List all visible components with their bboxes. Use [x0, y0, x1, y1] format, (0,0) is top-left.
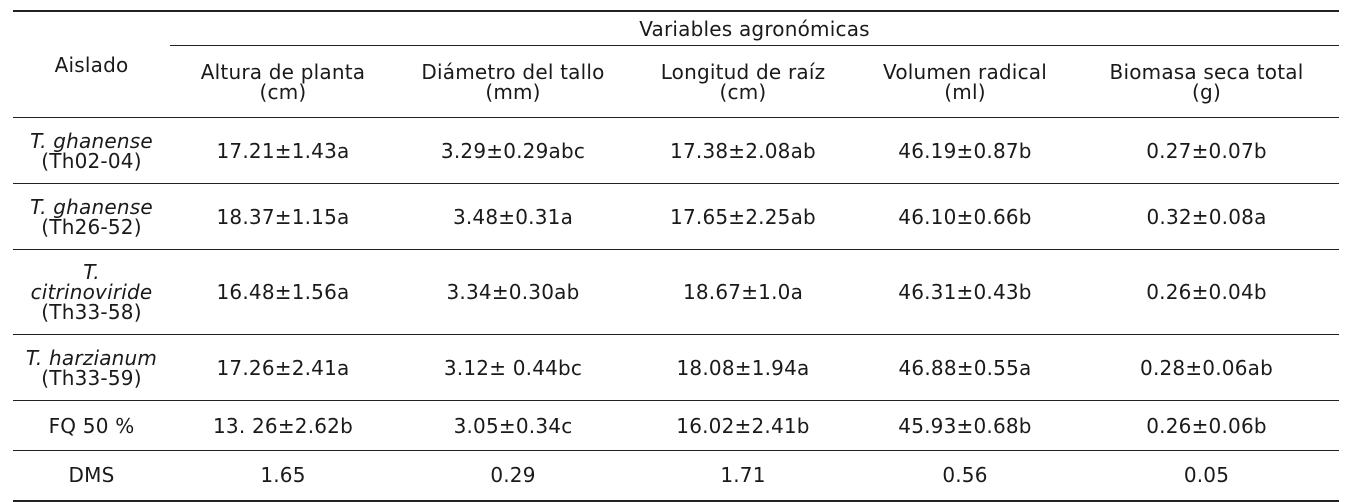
species-name: T. harzianum	[25, 345, 158, 370]
column-header-longitud: Longitud de raíz (cm)	[630, 45, 856, 118]
column-header-label: Longitud de raíz	[660, 59, 826, 84]
isolate-cell: T. ghanense (Th26-52)	[13, 183, 170, 250]
table-row: T. ghanense (Th26-52) 18.37±1.15a 3.48±0…	[13, 183, 1340, 250]
column-header-biomasa: Biomasa seca total (g)	[1074, 45, 1340, 118]
isolate-code: (Th33-59)	[41, 365, 142, 390]
column-header-diametro: Diámetro del tallo (mm)	[396, 45, 630, 118]
species-name: T.	[83, 260, 100, 284]
stub-header: Aislado	[13, 10, 170, 118]
table-row: T. harzianum (Th33-59) 17.26±2.41a 3.12±…	[13, 334, 1340, 401]
table-row: T. ghanense (Th02-04) 17.21±1.43a 3.29±0…	[13, 117, 1340, 184]
value-cell: 13. 26±2.62b	[170, 400, 396, 451]
column-header-altura: Altura de planta (cm)	[170, 45, 396, 118]
column-header-label: Altura de planta	[200, 59, 366, 84]
value-cell: 0.28±0.06ab	[1074, 334, 1340, 401]
column-header-unit: (cm)	[259, 79, 307, 104]
value-cell: 17.65±2.25ab	[630, 183, 856, 250]
value-cell: 3.12± 0.44bc	[396, 334, 630, 401]
value-cell: 0.26±0.04b	[1074, 249, 1340, 335]
value-cell: 0.27±0.07b	[1074, 117, 1340, 184]
value-cell: 0.05	[1074, 450, 1340, 502]
isolate-code: (Th33-58)	[41, 300, 142, 324]
column-header-unit: (cm)	[719, 79, 767, 104]
species-name: T. ghanense	[30, 128, 153, 153]
value-cell: 16.02±2.41b	[630, 400, 856, 451]
isolate-cell: T. citrinoviride (Th33-58)	[13, 249, 170, 335]
results-table: Aislado Variables agronómicas Altura de …	[13, 10, 1340, 502]
value-cell: 0.32±0.08a	[1074, 183, 1340, 250]
value-cell: 45.93±0.68b	[856, 400, 1074, 451]
isolate-code: (Th26-52)	[41, 214, 142, 239]
value-cell: 46.19±0.87b	[856, 117, 1074, 184]
value-cell: 17.26±2.41a	[170, 334, 396, 401]
group-header: Variables agronómicas	[170, 10, 1340, 46]
value-cell: 46.10±0.66b	[856, 183, 1074, 250]
value-cell: 16.48±1.56a	[170, 249, 396, 335]
table-row: T. citrinoviride (Th33-58) 16.48±1.56a 3…	[13, 249, 1340, 335]
value-cell: 18.67±1.0a	[630, 249, 856, 335]
column-header-label: Diámetro del tallo	[421, 59, 605, 84]
value-cell: 1.65	[170, 450, 396, 502]
table-row: FQ 50 % 13. 26±2.62b 3.05±0.34c 16.02±2.…	[13, 400, 1340, 451]
value-cell: 18.08±1.94a	[630, 334, 856, 401]
column-header-unit: (ml)	[944, 79, 986, 104]
isolate-cell: T. harzianum (Th33-59)	[13, 334, 170, 401]
species-name: T. ghanense	[30, 194, 153, 219]
value-cell: 46.31±0.43b	[856, 249, 1074, 335]
species-name: citrinoviride	[30, 280, 153, 304]
value-cell: 3.34±0.30ab	[396, 249, 630, 335]
value-cell: 0.56	[856, 450, 1074, 502]
isolate-cell: T. ghanense (Th02-04)	[13, 117, 170, 184]
value-cell: 3.05±0.34c	[396, 400, 630, 451]
dms-label: DMS	[13, 450, 170, 502]
value-cell: 0.26±0.06b	[1074, 400, 1340, 451]
column-header-unit: (mm)	[485, 79, 541, 104]
column-header-volumen: Volumen radical (ml)	[856, 45, 1074, 118]
value-cell: 17.21±1.43a	[170, 117, 396, 184]
value-cell: 18.37±1.15a	[170, 183, 396, 250]
column-header-label: Biomasa seca total	[1109, 59, 1304, 84]
value-cell: 3.29±0.29abc	[396, 117, 630, 184]
column-header-label: Volumen radical	[883, 59, 1047, 84]
table-row: DMS 1.65 0.29 1.71 0.56 0.05	[13, 450, 1340, 502]
value-cell: 3.48±0.31a	[396, 183, 630, 250]
isolate-code: (Th02-04)	[41, 148, 142, 173]
value-cell: 46.88±0.55a	[856, 334, 1074, 401]
control-label: FQ 50 %	[13, 400, 170, 451]
value-cell: 1.71	[630, 450, 856, 502]
column-header-unit: (g)	[1192, 79, 1221, 104]
value-cell: 0.29	[396, 450, 630, 502]
value-cell: 17.38±2.08ab	[630, 117, 856, 184]
